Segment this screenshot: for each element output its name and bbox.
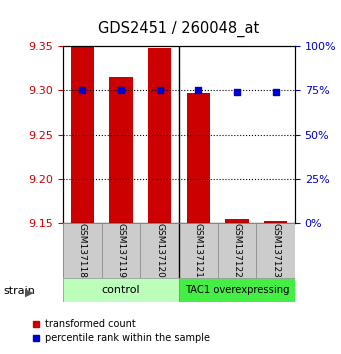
Text: strain: strain [3,286,35,296]
Bar [179,278,295,302]
Bar [187,93,210,223]
Bar [264,221,287,223]
Bar [63,278,179,302]
Point [273,89,278,95]
Bar [109,77,133,223]
Text: GSM137122: GSM137122 [233,223,241,278]
Text: ▶: ▶ [25,287,33,297]
Text: GSM137120: GSM137120 [155,223,164,278]
Bar [102,223,140,278]
Bar [179,223,218,278]
Text: control: control [102,285,140,295]
Bar [225,219,249,223]
Text: GSM137118: GSM137118 [78,223,87,278]
Text: TAC1 overexpressing: TAC1 overexpressing [185,285,289,295]
Point [157,87,162,93]
Legend: transformed count, percentile rank within the sample: transformed count, percentile rank withi… [32,319,210,343]
Text: GDS2451 / 260048_at: GDS2451 / 260048_at [99,21,260,37]
Text: GSM137121: GSM137121 [194,223,203,278]
Bar [218,223,256,278]
Bar [71,41,94,223]
Point [118,87,124,93]
Point [80,87,85,93]
Bar [256,223,295,278]
Text: GSM137119: GSM137119 [117,223,125,278]
Bar [148,48,171,223]
Point [196,87,201,93]
Bar [140,223,179,278]
Point [234,89,240,95]
Text: GSM137123: GSM137123 [271,223,280,278]
Bar [63,223,102,278]
